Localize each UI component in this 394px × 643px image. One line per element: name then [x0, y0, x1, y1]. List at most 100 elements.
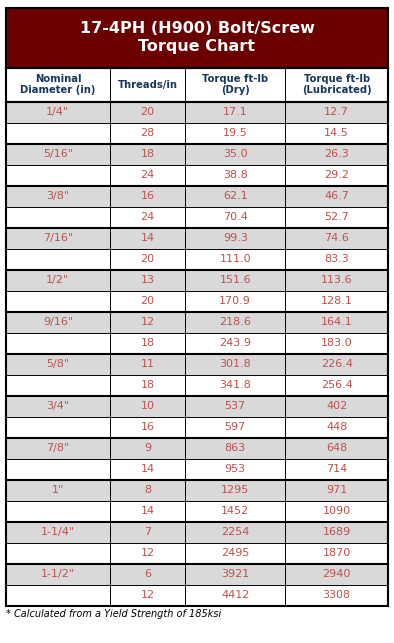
Text: 19.5: 19.5 — [223, 128, 247, 138]
Text: 2495: 2495 — [221, 548, 249, 558]
Text: 11: 11 — [141, 359, 154, 369]
Text: 226.4: 226.4 — [321, 359, 353, 369]
Text: * Calculated from a Yield Strength of 185ksi: * Calculated from a Yield Strength of 18… — [6, 609, 221, 619]
Text: 20: 20 — [140, 107, 154, 117]
Text: 14.5: 14.5 — [324, 128, 349, 138]
Text: 341.8: 341.8 — [219, 380, 251, 390]
Text: 3/8": 3/8" — [46, 191, 69, 201]
Text: 10: 10 — [141, 401, 154, 411]
Text: 26.3: 26.3 — [324, 149, 349, 159]
Bar — [6, 501, 388, 521]
Text: 83.3: 83.3 — [324, 254, 349, 264]
Text: 5/8": 5/8" — [46, 359, 69, 369]
Text: 14: 14 — [140, 233, 154, 243]
Text: 3/4": 3/4" — [46, 401, 69, 411]
Text: 953: 953 — [225, 464, 246, 474]
Text: 3921: 3921 — [221, 569, 249, 579]
Text: 18: 18 — [140, 149, 154, 159]
Text: 183.0: 183.0 — [321, 338, 353, 348]
Bar — [6, 584, 388, 606]
Text: 448: 448 — [326, 422, 348, 432]
Text: 9/16": 9/16" — [43, 317, 73, 327]
Text: 74.6: 74.6 — [324, 233, 349, 243]
Text: 243.9: 243.9 — [219, 338, 251, 348]
Bar — [6, 521, 388, 543]
Text: 1/2": 1/2" — [46, 275, 69, 285]
Text: 218.6: 218.6 — [219, 317, 251, 327]
Text: 12: 12 — [140, 317, 154, 327]
Text: 28: 28 — [140, 128, 154, 138]
Text: 256.4: 256.4 — [321, 380, 353, 390]
Text: 714: 714 — [326, 464, 348, 474]
Text: 3308: 3308 — [323, 590, 351, 600]
Text: 9: 9 — [144, 443, 151, 453]
Text: 151.6: 151.6 — [219, 275, 251, 285]
Text: 1/4": 1/4" — [46, 107, 69, 117]
Text: 1-1/2": 1-1/2" — [41, 569, 75, 579]
Bar — [6, 291, 388, 312]
Text: 18: 18 — [140, 380, 154, 390]
Bar — [6, 543, 388, 564]
Text: 111.0: 111.0 — [219, 254, 251, 264]
Text: 1": 1" — [52, 485, 64, 495]
Text: 8: 8 — [144, 485, 151, 495]
Bar — [6, 68, 388, 102]
Text: 648: 648 — [326, 443, 348, 453]
Bar — [6, 438, 388, 458]
Text: 52.7: 52.7 — [324, 212, 349, 222]
Text: 170.9: 170.9 — [219, 296, 251, 306]
Bar — [6, 312, 388, 332]
Bar — [6, 123, 388, 143]
Text: 7/16": 7/16" — [43, 233, 73, 243]
Text: 24: 24 — [140, 170, 154, 180]
Text: 1870: 1870 — [323, 548, 351, 558]
Bar — [6, 102, 388, 123]
Text: 1295: 1295 — [221, 485, 249, 495]
Text: 12.7: 12.7 — [324, 107, 349, 117]
Text: 1689: 1689 — [323, 527, 351, 537]
Text: 20: 20 — [140, 296, 154, 306]
Text: 14: 14 — [140, 464, 154, 474]
Text: 537: 537 — [225, 401, 246, 411]
Text: 1090: 1090 — [323, 506, 351, 516]
Text: 6: 6 — [144, 569, 151, 579]
Text: 402: 402 — [326, 401, 348, 411]
Text: 863: 863 — [225, 443, 246, 453]
Text: 38.8: 38.8 — [223, 170, 248, 180]
Text: 46.7: 46.7 — [324, 191, 349, 201]
Bar — [6, 375, 388, 395]
Bar — [6, 8, 388, 68]
Text: 12: 12 — [140, 590, 154, 600]
Text: 1-1/4": 1-1/4" — [41, 527, 75, 537]
Text: 12: 12 — [140, 548, 154, 558]
Text: 113.6: 113.6 — [321, 275, 353, 285]
Text: 301.8: 301.8 — [219, 359, 251, 369]
Text: 164.1: 164.1 — [321, 317, 353, 327]
Text: Torque ft-lb
(Dry): Torque ft-lb (Dry) — [202, 74, 268, 95]
Bar — [6, 332, 388, 354]
Text: Torque ft-lb
(Lubricated): Torque ft-lb (Lubricated) — [302, 74, 372, 95]
Text: 20: 20 — [140, 254, 154, 264]
Bar — [6, 458, 388, 480]
Bar — [6, 354, 388, 375]
Text: 17-4PH (H900) Bolt/Screw
Torque Chart: 17-4PH (H900) Bolt/Screw Torque Chart — [80, 21, 314, 54]
Text: 62.1: 62.1 — [223, 191, 247, 201]
Text: 29.2: 29.2 — [324, 170, 349, 180]
Bar — [6, 564, 388, 584]
Text: 128.1: 128.1 — [321, 296, 353, 306]
Text: 4412: 4412 — [221, 590, 249, 600]
Bar — [6, 186, 388, 206]
Text: 7: 7 — [144, 527, 151, 537]
Bar — [6, 395, 388, 417]
Text: 24: 24 — [140, 212, 154, 222]
Text: 7/8": 7/8" — [46, 443, 69, 453]
Text: 13: 13 — [141, 275, 154, 285]
Text: 597: 597 — [225, 422, 246, 432]
Text: 99.3: 99.3 — [223, 233, 248, 243]
Text: 2940: 2940 — [323, 569, 351, 579]
Bar — [6, 269, 388, 291]
Bar — [6, 417, 388, 438]
Bar — [6, 480, 388, 501]
Text: Threads/in: Threads/in — [117, 80, 178, 89]
Text: 971: 971 — [326, 485, 348, 495]
